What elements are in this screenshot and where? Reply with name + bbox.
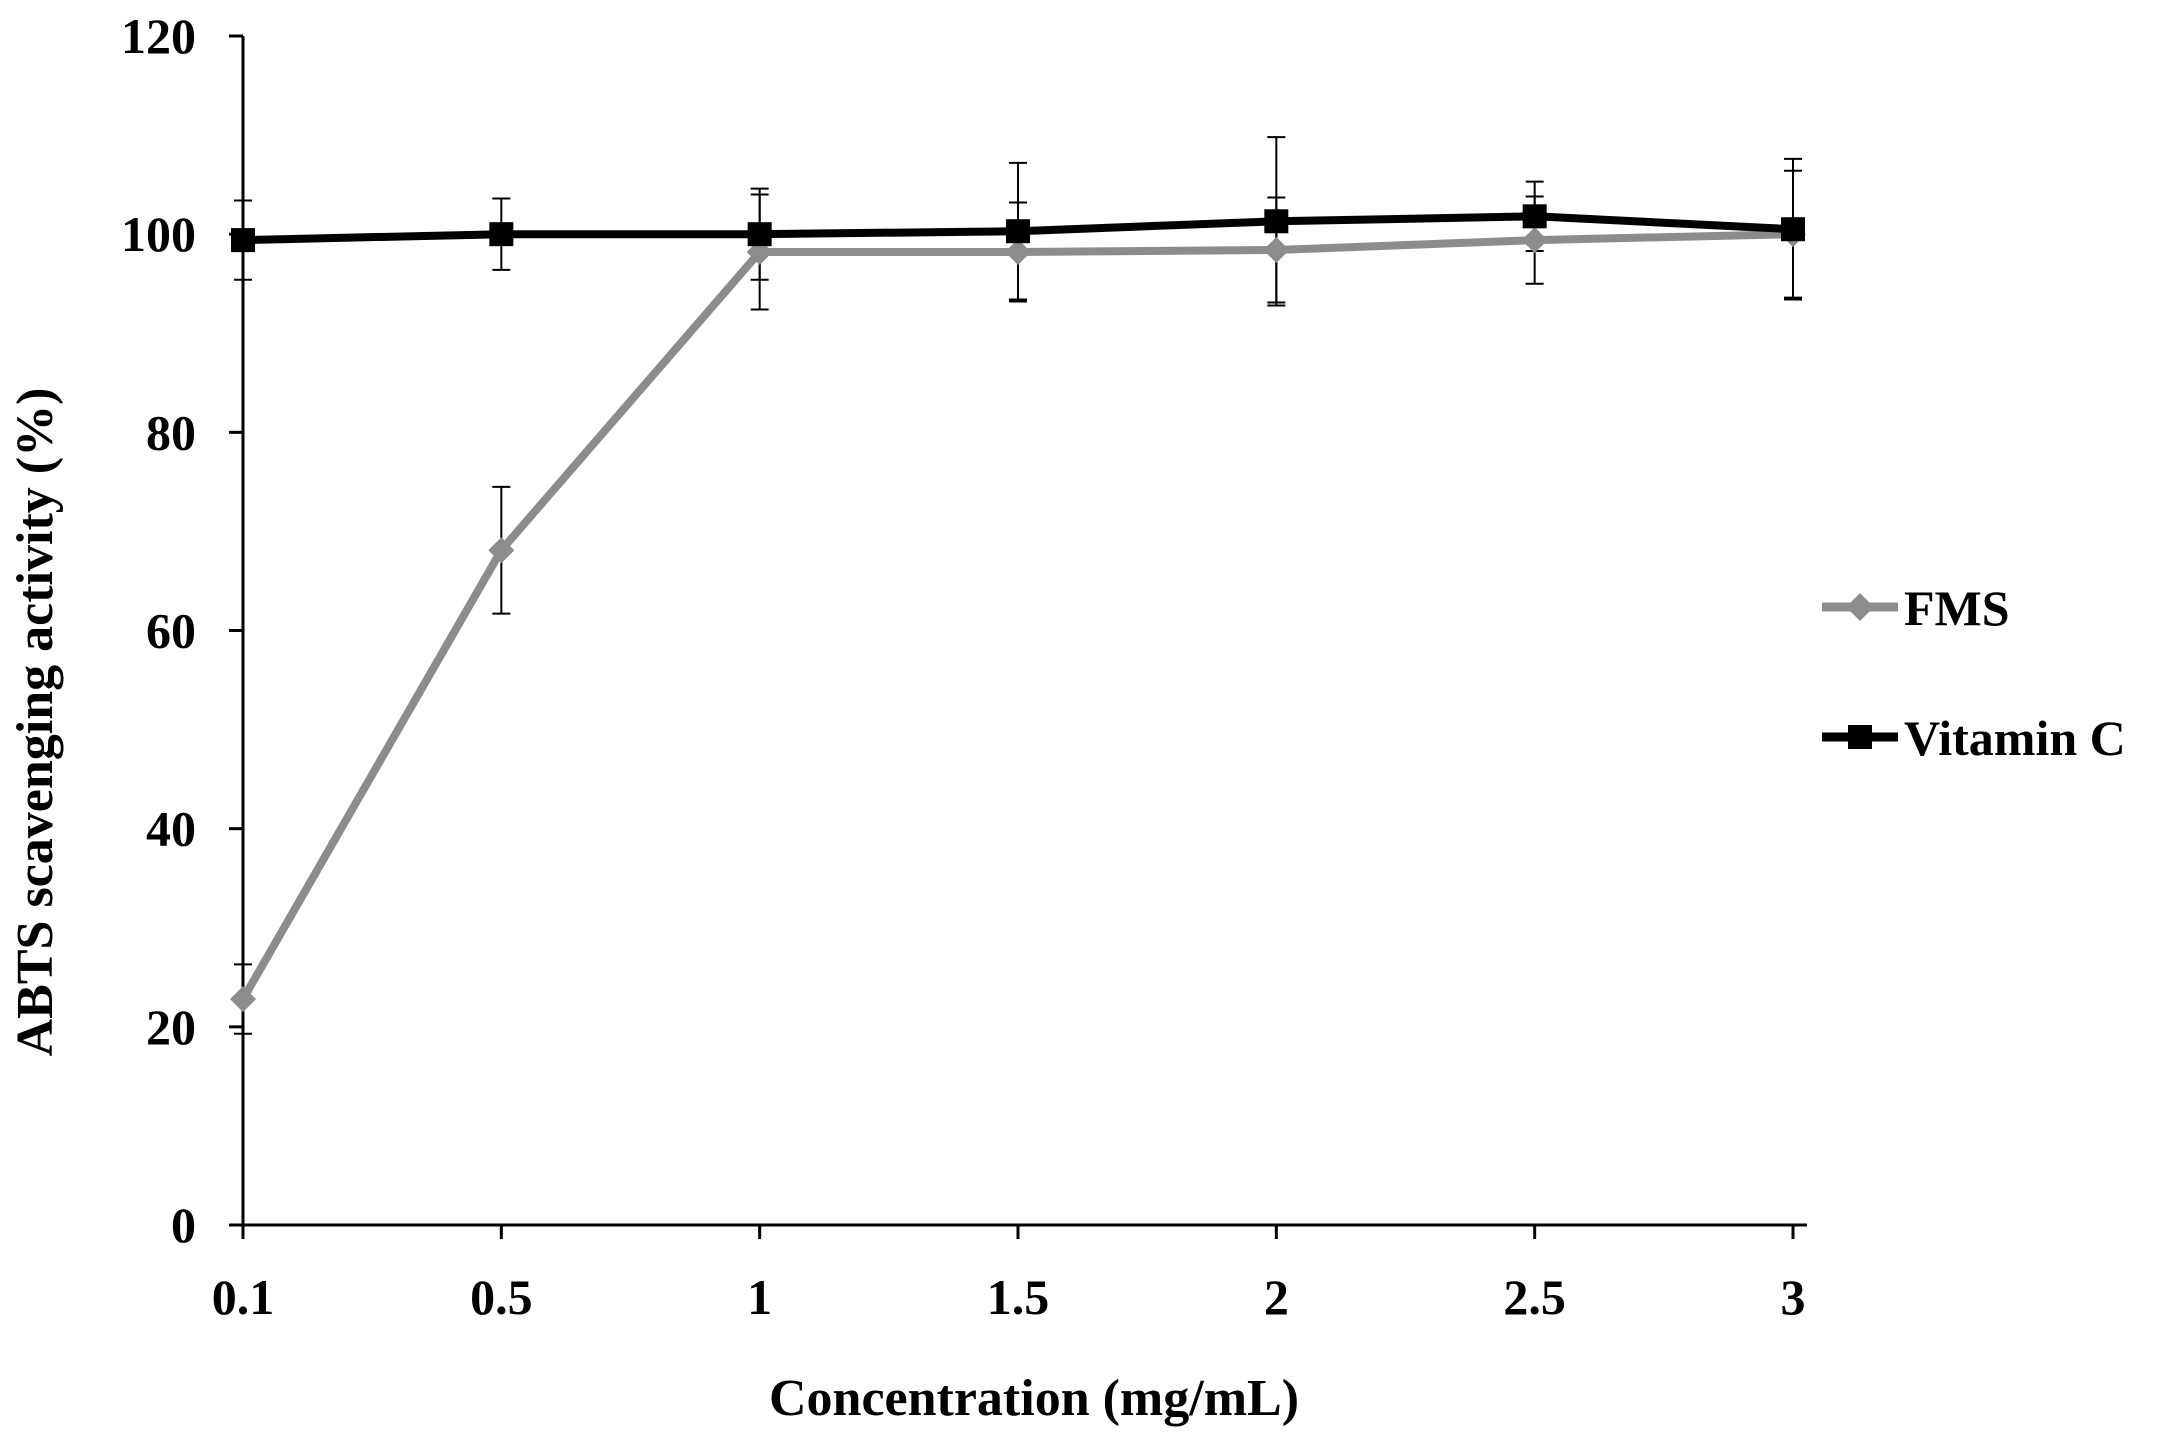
legend-label-vitamin-c: Vitamin C [1904,710,2126,766]
data-point-fms [1521,227,1548,254]
series-line-fms [239,230,1794,1002]
y-tick-label: 100 [121,206,196,262]
data-point-fms [1005,239,1031,266]
legend-label-fms: FMS [1904,580,2010,636]
x-tick-label: 1 [747,1269,772,1325]
series-lines [239,212,1794,1002]
legend-item-fms: FMS [1822,580,2010,636]
y-tick-label: 20 [146,999,196,1055]
y-tick-label: 80 [146,404,196,460]
y-tick-label: 120 [121,8,196,64]
legend-marker-vitamin-c [1848,725,1872,749]
x-tick-label: 3 [1781,1269,1806,1325]
data-point-vitamin-c [489,222,514,247]
axes: 0 20 40 60 80 100 120 0.1 0.5 1 1.5 2 2.5 3 [121,8,1807,1325]
data-point-fms [230,986,256,1013]
data-point-vitamin-c [1781,217,1805,242]
data-point-vitamin-c [1522,204,1547,229]
data-point-vitamin-c [1006,219,1030,244]
error-bars [234,136,1802,1035]
x-tick-label: 2.5 [1503,1269,1566,1325]
x-axis-title: Concentration (mg/mL) [769,1370,1299,1427]
data-point-vitamin-c [231,228,255,253]
x-tick-label: 0.1 [212,1269,275,1325]
x-tick-label: 1.5 [987,1269,1050,1325]
y-tick-label: 0 [171,1197,196,1253]
legend-item-vitamin-c: Vitamin C [1822,710,2126,766]
data-point-fms [1263,237,1290,264]
legend: FMS Vitamin C [1822,580,2126,766]
y-axis-title: ABTS scavenging activity (%) [7,388,64,1057]
data-markers [230,204,1806,1013]
x-tick-label: 0.5 [470,1269,533,1325]
y-tick-label: 60 [146,603,196,659]
legend-marker-fms [1846,593,1874,621]
data-point-vitamin-c [1264,209,1289,234]
y-tick-label: 40 [146,801,196,857]
data-point-vitamin-c [747,222,772,247]
data-point-fms [488,537,515,564]
x-tick-label: 2 [1264,1269,1289,1325]
